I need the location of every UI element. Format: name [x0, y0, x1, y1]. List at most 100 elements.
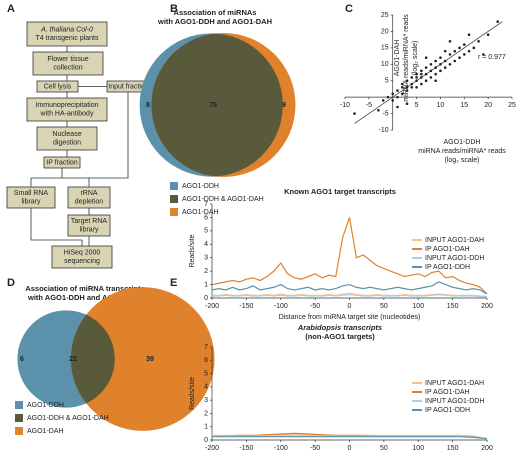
point: [420, 69, 423, 73]
legend-label: AGO1-DDH: [182, 183, 219, 190]
x-axis-label: (log₂ scale): [444, 157, 479, 164]
x-tick-label: 50: [380, 445, 388, 452]
y-axis-label: miRNA reads/miRNA* reads: [403, 14, 410, 102]
flow-label: HiSeq 2000: [64, 250, 101, 257]
legend-label: INPUT AGO1-DDH: [425, 398, 484, 405]
point: [424, 66, 428, 69]
point: [462, 53, 466, 56]
chart-title: Arabidopsis transcripts: [297, 323, 382, 332]
x-tick-label: 25: [508, 102, 516, 109]
chart-title: Association of miRNA transcripts: [25, 284, 144, 293]
series-line: [212, 292, 488, 298]
panel-label: E: [170, 277, 177, 289]
y-axis-label: Reads/site: [189, 234, 196, 267]
legend-swatch: [170, 208, 178, 216]
point: [496, 20, 499, 23]
x-tick-label: 15: [460, 102, 468, 109]
series-line: [211, 281, 488, 295]
point: [400, 82, 404, 86]
point: [405, 89, 409, 92]
series-line: [212, 294, 487, 298]
x-tick-label: -5: [366, 102, 372, 109]
flow-label: Small RNA: [14, 190, 49, 197]
legend-label: INPUT AGO1-DAH: [425, 380, 484, 387]
flow-label: IP fraction: [46, 159, 77, 166]
point: [443, 59, 447, 63]
series-line: [211, 217, 488, 295]
x-tick-label: 10: [437, 102, 445, 109]
x-tick-label: 200: [481, 303, 493, 310]
point: [391, 99, 395, 102]
flow-label: library: [21, 199, 41, 206]
y-axis-label: Reads/site: [189, 377, 196, 410]
point: [415, 85, 418, 89]
legend-label: INPUT AGO1-DDH: [425, 255, 484, 262]
x-tick-label: -200: [205, 445, 219, 452]
x-tick-label: -150: [239, 303, 253, 310]
flow-box: [36, 80, 79, 93]
series-line: [212, 436, 488, 440]
flow-label: with HA-antibody: [40, 111, 94, 118]
point: [482, 53, 485, 56]
point: [462, 43, 466, 46]
point: [448, 53, 452, 56]
flow-box: [67, 186, 111, 209]
flow-label: sequencing: [64, 258, 100, 265]
y-tick-label: 1: [204, 424, 208, 431]
venn-count: 39: [146, 356, 154, 363]
point: [458, 46, 461, 50]
x-tick-label: 100: [412, 445, 424, 452]
point: [424, 79, 428, 83]
legend-swatch: [15, 401, 23, 409]
legend-label: AGO1-DDH & AGO1-DAH: [182, 196, 264, 203]
x-axis-label: miRNA reads/miRNA* reads: [418, 148, 506, 155]
legend-label: IP AGO1-DAH: [425, 246, 470, 253]
x-tick-label: 200: [481, 445, 493, 452]
y-tick-label: 4: [204, 241, 208, 248]
point: [434, 79, 437, 83]
point: [386, 95, 390, 99]
x-tick-label: 150: [447, 303, 459, 310]
set-circle: [70, 287, 215, 431]
flow-box: [26, 97, 108, 122]
flow-label: Target RNA: [71, 218, 108, 225]
legend-label: IP AGO1-DAH: [425, 389, 470, 396]
point: [429, 62, 433, 66]
y-tick-label: 3: [204, 255, 208, 262]
point: [424, 72, 428, 76]
legend-label: AGO1-DDH & AGO1-DAH: [27, 415, 109, 422]
venn-count: 8: [146, 102, 150, 109]
point: [415, 79, 418, 83]
panel-label: D: [7, 277, 15, 289]
point: [443, 49, 447, 53]
point: [443, 66, 447, 69]
x-tick-label: 150: [447, 445, 459, 452]
flow-label: library: [79, 227, 99, 234]
x-tick-label: -150: [239, 445, 253, 452]
flow-label: Immunoprecipitation: [35, 102, 98, 109]
point: [391, 92, 395, 96]
y-axis-label: AGO1-DAH: [394, 40, 401, 77]
flow-label: depletion: [75, 199, 104, 206]
y-tick-label: 25: [381, 12, 389, 19]
x-tick-label: -10: [340, 102, 350, 109]
y-tick-label: 5: [204, 370, 208, 377]
point: [424, 56, 428, 60]
y-tick-label: 7: [204, 344, 208, 351]
point: [472, 46, 476, 50]
y-tick-label: 0: [204, 295, 208, 302]
flow-box: [6, 186, 56, 209]
x-tick-label: 0: [348, 445, 352, 452]
x-axis-label: Distance from miRNA target site (nucleot…: [279, 314, 421, 321]
y-tick-label: 3: [204, 397, 208, 404]
flow-label: T4 transgenic plants: [35, 35, 99, 42]
point: [353, 112, 356, 115]
point: [439, 62, 442, 66]
flow-label: digestion: [53, 140, 81, 147]
point: [400, 92, 404, 96]
flow-box: [51, 245, 113, 269]
flow-connectors: [30, 46, 129, 246]
venn-count: 75: [209, 102, 217, 109]
legend-label: IP AGO1-DDH: [425, 264, 470, 271]
point: [439, 69, 442, 73]
